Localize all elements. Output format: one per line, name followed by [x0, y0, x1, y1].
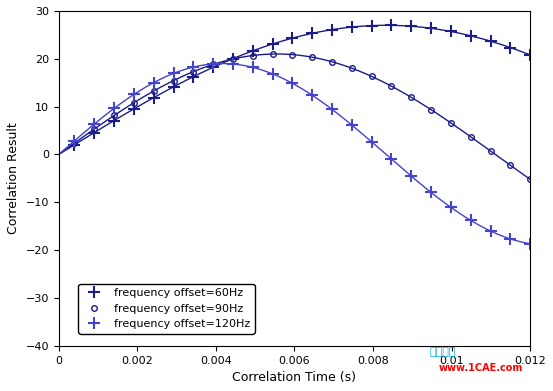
frequency offset=120Hz [328, 107, 335, 112]
frequency offset=120Hz [309, 93, 316, 98]
frequency offset=90Hz [131, 100, 137, 105]
frequency offset=90Hz [348, 66, 355, 70]
frequency offset=120Hz [388, 157, 395, 161]
frequency offset=60Hz [71, 142, 78, 147]
frequency offset=90Hz [289, 52, 296, 57]
frequency offset=60Hz [447, 29, 454, 34]
frequency offset=90Hz [249, 53, 256, 58]
frequency offset=120Hz [229, 62, 236, 66]
frequency offset=120Hz [487, 229, 494, 233]
Line: frequency offset=120Hz: frequency offset=120Hz [69, 58, 536, 249]
frequency offset=60Hz [408, 24, 415, 29]
frequency offset=60Hz [328, 27, 335, 32]
frequency offset=60Hz [91, 130, 97, 135]
frequency offset=60Hz [269, 42, 276, 47]
frequency offset=90Hz [408, 95, 415, 100]
frequency offset=60Hz [428, 26, 435, 30]
Line: frequency offset=90Hz: frequency offset=90Hz [72, 51, 533, 182]
frequency offset=90Hz [190, 69, 197, 74]
Line: frequency offset=60Hz: frequency offset=60Hz [69, 20, 536, 150]
frequency offset=120Hz [467, 218, 474, 223]
frequency offset=90Hz [229, 57, 236, 61]
frequency offset=90Hz [111, 113, 117, 118]
frequency offset=120Hz [249, 65, 256, 70]
frequency offset=60Hz [348, 25, 355, 29]
frequency offset=60Hz [150, 95, 157, 100]
frequency offset=90Hz [269, 52, 276, 56]
frequency offset=90Hz [507, 163, 514, 168]
frequency offset=60Hz [229, 56, 236, 61]
frequency offset=120Hz [428, 190, 435, 195]
frequency offset=60Hz [111, 118, 117, 123]
frequency offset=60Hz [190, 74, 197, 79]
frequency offset=60Hz [527, 53, 534, 57]
frequency offset=90Hz [487, 149, 494, 153]
frequency offset=120Hz [368, 140, 375, 144]
frequency offset=90Hz [368, 74, 375, 79]
frequency offset=120Hz [527, 241, 534, 246]
frequency offset=90Hz [527, 177, 534, 182]
frequency offset=90Hz [388, 84, 395, 88]
frequency offset=90Hz [150, 89, 157, 93]
Y-axis label: Correlation Result: Correlation Result [7, 122, 20, 234]
frequency offset=60Hz [507, 45, 514, 50]
frequency offset=120Hz [210, 61, 216, 66]
frequency offset=60Hz [170, 84, 177, 89]
frequency offset=90Hz [309, 55, 316, 59]
frequency offset=120Hz [150, 80, 157, 85]
Text: 仿真在线: 仿真在线 [429, 347, 456, 357]
frequency offset=60Hz [249, 48, 256, 53]
frequency offset=120Hz [269, 72, 276, 76]
frequency offset=90Hz [328, 59, 335, 64]
frequency offset=120Hz [348, 123, 355, 127]
frequency offset=90Hz [170, 78, 177, 83]
frequency offset=90Hz [447, 120, 454, 125]
frequency offset=120Hz [131, 92, 137, 97]
frequency offset=60Hz [309, 31, 316, 36]
frequency offset=60Hz [487, 39, 494, 43]
frequency offset=60Hz [467, 34, 474, 38]
frequency offset=120Hz [111, 106, 117, 111]
Legend: frequency offset=60Hz, frequency offset=90Hz, frequency offset=120Hz: frequency offset=60Hz, frequency offset=… [79, 283, 255, 334]
frequency offset=90Hz [210, 62, 216, 67]
frequency offset=90Hz [428, 108, 435, 112]
frequency offset=90Hz [467, 135, 474, 139]
frequency offset=120Hz [91, 122, 97, 126]
frequency offset=120Hz [289, 81, 296, 86]
frequency offset=120Hz [408, 174, 415, 179]
frequency offset=60Hz [368, 23, 375, 28]
frequency offset=60Hz [210, 65, 216, 70]
frequency offset=90Hz [91, 127, 97, 131]
frequency offset=120Hz [507, 237, 514, 241]
frequency offset=120Hz [71, 138, 78, 143]
frequency offset=60Hz [388, 23, 395, 28]
frequency offset=60Hz [289, 36, 296, 41]
frequency offset=120Hz [170, 71, 177, 76]
X-axis label: Correlation Time (s): Correlation Time (s) [232, 371, 357, 384]
frequency offset=120Hz [190, 65, 197, 70]
frequency offset=90Hz [71, 141, 78, 145]
frequency offset=60Hz [131, 106, 137, 111]
frequency offset=120Hz [447, 205, 454, 210]
Text: www.1CAE.com: www.1CAE.com [439, 362, 523, 373]
